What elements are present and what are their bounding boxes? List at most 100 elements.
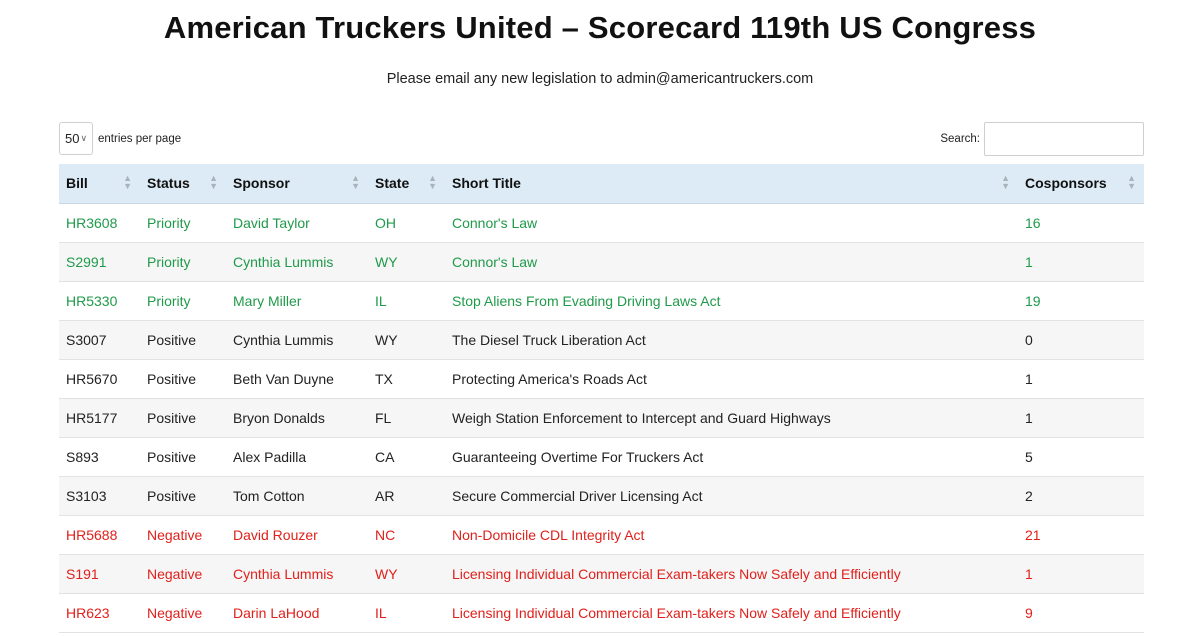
bill-cell: HR5670 xyxy=(59,359,140,399)
search-label: Search: xyxy=(940,133,980,145)
bill-cell: S893 xyxy=(59,437,140,477)
state-cell: IL xyxy=(368,281,445,321)
table-body: HR3608 Priority David Taylor OH Connor's Law… xyxy=(59,203,1144,633)
short-title-cell: The Diesel Truck Liberation Act xyxy=(445,320,1018,360)
sponsor-cell: Cynthia Lummis xyxy=(226,554,368,594)
status-cell: Priority xyxy=(140,242,226,282)
column-header-bill[interactable]: Bill ▲ ▼ xyxy=(59,164,140,204)
short-title-cell: Connor's Law xyxy=(445,242,1018,282)
table-row: HR5670 Positive Beth Van Duyne TX Protecting… xyxy=(59,359,1144,399)
search-input[interactable] xyxy=(984,122,1144,156)
table-row: S3007 Positive Cynthia Lummis WY The Diesel … xyxy=(59,320,1144,360)
status-cell: Negative xyxy=(140,515,226,555)
cosponsors-cell: 21 xyxy=(1018,515,1144,555)
bill-cell: HR623 xyxy=(59,593,140,633)
short-title-cell: Weigh Station Enforcement to Intercept a… xyxy=(445,398,1018,438)
state-cell: WY xyxy=(368,320,445,360)
state-cell: TX xyxy=(368,359,445,399)
bill-cell: HR5330 xyxy=(59,281,140,321)
short-title-cell: Licensing Individual Commercial Exam-tak… xyxy=(445,593,1018,633)
sponsor-cell: Bryon Donalds xyxy=(226,398,368,438)
bill-cell: HR5177 xyxy=(59,398,140,438)
status-cell: Positive xyxy=(140,476,226,516)
table-row: HR5330 Priority Mary Miller IL Stop Aliens F… xyxy=(59,281,1144,321)
short-title-cell: Non-Domicile CDL Integrity Act xyxy=(445,515,1018,555)
sort-icon: ▲ ▼ xyxy=(1127,173,1136,191)
bill-cell: HR5688 xyxy=(59,515,140,555)
status-cell: Negative xyxy=(140,554,226,594)
sort-icon: ▲ ▼ xyxy=(1001,173,1010,191)
table-row: HR3608 Priority David Taylor OH Connor's Law… xyxy=(59,203,1144,243)
entries-label: entries per page xyxy=(98,132,182,145)
column-header-sponsor[interactable]: Sponsor ▲ ▼ xyxy=(226,164,368,204)
short-title-cell: Stop Aliens From Evading Driving Laws Ac… xyxy=(445,281,1018,321)
table-row: HR623 Negative Darin LaHood IL Licensing Ind… xyxy=(59,593,1144,633)
state-cell: NC xyxy=(368,515,445,555)
sponsor-cell: Mary Miller xyxy=(226,281,368,321)
sponsor-cell: Beth Van Duyne xyxy=(226,359,368,399)
state-cell: CA xyxy=(368,437,445,477)
state-cell: WY xyxy=(368,242,445,282)
scorecard-table: Bill ▲ ▼ Status ▲ ▼ Sponsor ▲ ▼ State ▲ ▼ Sh… xyxy=(59,164,1144,633)
column-header-status[interactable]: Status ▲ ▼ xyxy=(140,164,226,204)
cosponsors-cell: 5 xyxy=(1018,437,1144,477)
status-cell: Priority xyxy=(140,203,226,243)
status-cell: Positive xyxy=(140,437,226,477)
short-title-cell: Guaranteeing Overtime For Truckers Act xyxy=(445,437,1018,477)
cosponsors-cell: 1 xyxy=(1018,398,1144,438)
table-row: S191 Negative Cynthia Lummis WY Licensing In… xyxy=(59,554,1144,594)
cosponsors-cell: 2 xyxy=(1018,476,1144,516)
short-title-cell: Connor's Law xyxy=(445,203,1018,243)
bill-cell: S3103 xyxy=(59,476,140,516)
column-header-short-title[interactable]: Short Title ▲ ▼ xyxy=(445,164,1018,204)
sponsor-cell: David Rouzer xyxy=(226,515,368,555)
table-header-row: Bill ▲ ▼ Status ▲ ▼ Sponsor ▲ ▼ State ▲ ▼ Sh… xyxy=(59,164,1144,204)
sort-icon: ▲ ▼ xyxy=(123,173,132,191)
chevron-down-icon: ∨ xyxy=(80,133,88,143)
short-title-cell: Secure Commercial Driver Licensing Act xyxy=(445,476,1018,516)
status-cell: Positive xyxy=(140,320,226,360)
column-header-state[interactable]: State ▲ ▼ xyxy=(368,164,445,204)
cosponsors-cell: 0 xyxy=(1018,320,1144,360)
table-row: HR5177 Positive Bryon Donalds FL Weigh Stati… xyxy=(59,398,1144,438)
entries-per-page-select[interactable]: 50 ∨ xyxy=(59,122,93,155)
table-controls: 50 ∨ entries per page Search: xyxy=(59,122,1144,156)
cosponsors-cell: 16 xyxy=(1018,203,1144,243)
cosponsors-cell: 19 xyxy=(1018,281,1144,321)
cosponsors-cell: 1 xyxy=(1018,242,1144,282)
state-cell: WY xyxy=(368,554,445,594)
sponsor-cell: Darin LaHood xyxy=(226,593,368,633)
table-row: HR5688 Negative David Rouzer NC Non-Domicile… xyxy=(59,515,1144,555)
search-control: Search: xyxy=(940,122,1144,156)
cosponsors-cell: 1 xyxy=(1018,554,1144,594)
bill-cell: S191 xyxy=(59,554,140,594)
table-row: S3103 Positive Tom Cotton AR Secure Commerci… xyxy=(59,476,1144,516)
table-row: S2991 Priority Cynthia Lummis WY Connor's La… xyxy=(59,242,1144,282)
status-cell: Positive xyxy=(140,359,226,399)
entries-value: 50 xyxy=(64,131,80,146)
bill-cell: HR3608 xyxy=(59,203,140,243)
short-title-cell: Protecting America's Roads Act xyxy=(445,359,1018,399)
status-cell: Positive xyxy=(140,398,226,438)
sponsor-cell: Cynthia Lummis xyxy=(226,320,368,360)
sort-icon: ▲ ▼ xyxy=(351,173,360,191)
entries-control: 50 ∨ entries per page xyxy=(59,122,181,155)
cosponsors-cell: 9 xyxy=(1018,593,1144,633)
state-cell: AR xyxy=(368,476,445,516)
bill-cell: S3007 xyxy=(59,320,140,360)
sponsor-cell: David Taylor xyxy=(226,203,368,243)
state-cell: FL xyxy=(368,398,445,438)
sponsor-cell: Tom Cotton xyxy=(226,476,368,516)
state-cell: IL xyxy=(368,593,445,633)
sort-icon: ▲ ▼ xyxy=(209,173,218,191)
short-title-cell: Licensing Individual Commercial Exam-tak… xyxy=(445,554,1018,594)
cosponsors-cell: 1 xyxy=(1018,359,1144,399)
sponsor-cell: Cynthia Lummis xyxy=(226,242,368,282)
column-header-cosponsors[interactable]: Cosponsors ▲ ▼ xyxy=(1018,164,1144,204)
table-row: S893 Positive Alex Padilla CA Guaranteeing O… xyxy=(59,437,1144,477)
status-cell: Priority xyxy=(140,281,226,321)
page-title: American Truckers United – Scorecard 119… xyxy=(163,10,1037,45)
state-cell: OH xyxy=(368,203,445,243)
status-cell: Negative xyxy=(140,593,226,633)
bill-cell: S2991 xyxy=(59,242,140,282)
